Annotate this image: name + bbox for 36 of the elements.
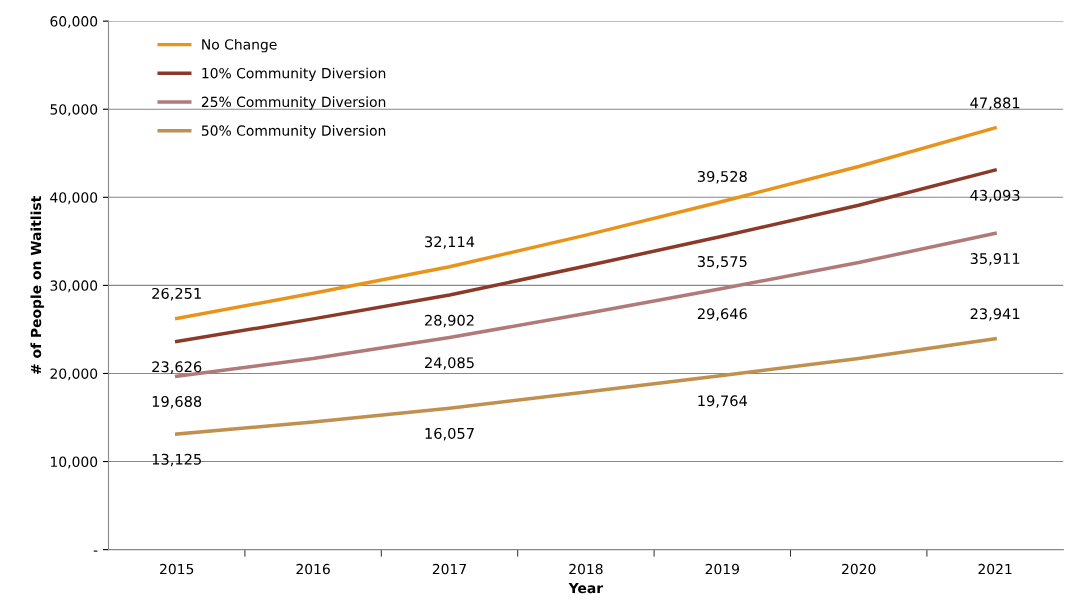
x-tick-label: 2019 [705,563,739,575]
y-tick-label: 10,000 [51,456,98,469]
data-label: 19,688 [152,395,202,409]
x-tick-label: 2016 [296,563,330,575]
x-tick-label: 2018 [569,563,603,575]
data-label: 43,093 [970,189,1020,203]
x-tick-label: 2015 [160,563,194,575]
data-label: 32,114 [425,236,475,249]
x-tick-label: 2017 [432,563,466,575]
data-label: 35,911 [970,253,1020,266]
data-label: 23,626 [152,361,202,374]
x-tick-label: 2020 [842,563,876,575]
y-tick-label: - [93,550,98,552]
data-label: 26,251 [152,287,201,301]
data-label: 47,881 [970,97,1020,110]
legend-label: No Change [202,38,277,53]
x-axis-title: Year [568,582,604,594]
x-tick-label: 2021 [978,563,1012,575]
data-label: 13,125 [152,453,201,467]
data-label: 19,764 [698,395,747,408]
y-tick-label: 40,000 [50,192,98,205]
y-tick-label: 20,000 [50,368,98,381]
legend-label: 50% Community Diversion [201,125,386,139]
data-label: 29,646 [697,308,747,321]
data-label: 16,057 [425,427,474,441]
y-tick-label: 50,000 [50,104,98,117]
data-label: 39,528 [697,170,747,184]
data-label: 35,575 [697,255,747,269]
data-label: 24,085 [425,357,474,370]
legend-label: 25% Community Diversion [201,96,386,110]
legend-label: 10% Community Diversion [202,67,386,82]
y-tick-label: 60,000 [50,16,98,29]
data-label: 23,941 [970,308,1020,321]
data-label: 28,902 [425,314,474,328]
y-axis-title: # of People on Waitlist [30,196,44,375]
y-tick-label: 30,000 [50,280,98,293]
